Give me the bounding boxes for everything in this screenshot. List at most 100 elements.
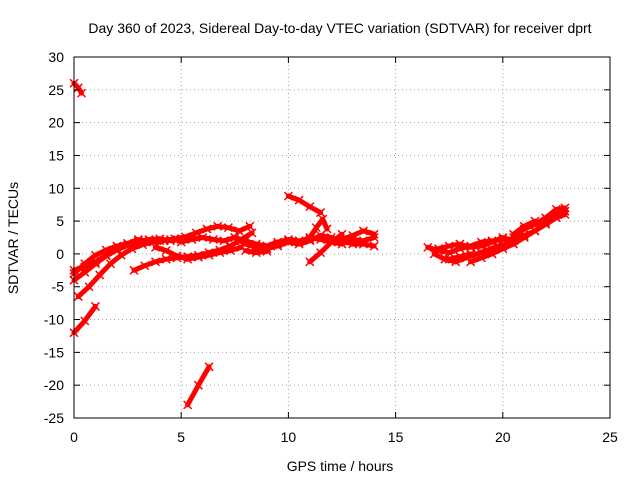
y-axis-label: SDTVAR / TECUs [5, 182, 21, 294]
data-point [560, 206, 570, 216]
series-track-14 [283, 191, 326, 218]
series-track-16 [305, 229, 347, 267]
data-point [498, 232, 508, 243]
y-tick-label: -5 [52, 279, 65, 295]
data-point [487, 245, 497, 255]
data-point [541, 217, 551, 227]
y-tick-label: -10 [44, 312, 64, 328]
series-track-15 [305, 214, 332, 243]
data-point [294, 236, 304, 246]
data-point [476, 248, 486, 258]
plot-frame [73, 56, 611, 419]
data-point [90, 257, 100, 267]
series-track-6 [69, 234, 143, 275]
data-point [466, 257, 476, 267]
data-tracks [69, 78, 570, 410]
data-point [138, 240, 148, 250]
data-point [444, 254, 454, 264]
data-point [348, 231, 358, 241]
series-track-24 [498, 206, 570, 251]
data-point [508, 229, 519, 239]
y-tick-label: -25 [44, 410, 64, 426]
x-tick-label: 15 [388, 429, 404, 445]
data-point [433, 244, 444, 254]
series-track-13 [251, 234, 315, 256]
data-point [369, 241, 379, 251]
data-point [326, 237, 336, 247]
data-point [230, 232, 240, 243]
data-point [305, 257, 315, 267]
x-tick-label: 0 [70, 429, 78, 445]
data-point [90, 301, 100, 311]
y-tick-label: 20 [48, 115, 64, 131]
data-point [116, 250, 126, 260]
y-tick-label: 15 [48, 147, 64, 163]
data-point [455, 239, 465, 249]
data-point [455, 252, 465, 262]
data-point [551, 208, 561, 218]
data-point [348, 239, 358, 249]
data-point [191, 228, 201, 238]
data-point [322, 224, 332, 234]
data-point [172, 251, 182, 261]
y-tick-label: 0 [56, 246, 64, 262]
data-point [161, 254, 171, 264]
series-line [285, 193, 324, 216]
data-point [337, 234, 347, 244]
data-point [519, 221, 529, 231]
data-point [498, 241, 508, 251]
data-point [101, 250, 111, 260]
series-track-17 [337, 226, 379, 244]
data-point [508, 236, 519, 246]
data-point [240, 239, 251, 249]
data-point [225, 246, 236, 256]
data-point [183, 254, 193, 264]
data-point [318, 214, 328, 224]
data-point [95, 270, 105, 280]
data-point [183, 400, 193, 410]
data-point [204, 250, 214, 260]
data-point [73, 83, 83, 93]
data-point [305, 232, 315, 243]
data-point [369, 229, 379, 239]
data-point [316, 248, 326, 258]
data-point [245, 221, 255, 231]
data-point [187, 234, 197, 244]
y-tick-label: 5 [56, 213, 64, 229]
data-point [80, 262, 90, 272]
data-point [305, 202, 315, 212]
series-track-25 [508, 216, 540, 239]
data-point [358, 239, 368, 249]
data-point [202, 224, 212, 234]
data-point [208, 234, 218, 244]
data-point [234, 226, 244, 236]
data-point [140, 261, 150, 271]
data-point [159, 236, 169, 246]
series-line [339, 228, 377, 242]
series-track-7 [73, 221, 255, 302]
y-tick-label: -15 [44, 344, 64, 360]
data-point [193, 380, 203, 390]
data-point [262, 241, 272, 251]
x-tick-label: 20 [495, 429, 511, 445]
data-point [161, 246, 171, 256]
x-axis-label: GPS time / hours [287, 458, 394, 474]
data-point [223, 223, 233, 233]
data-point [316, 208, 326, 218]
data-point [213, 221, 223, 231]
data-point [311, 223, 321, 233]
data-point [129, 265, 139, 275]
data-point [198, 232, 208, 243]
chart-title: Day 360 of 2023, Sidereal Day-to-day VTE… [88, 20, 591, 36]
data-point [251, 246, 261, 256]
series-track-21 [444, 249, 476, 264]
data-point [530, 216, 540, 226]
data-point [273, 237, 283, 247]
grid-lines [74, 57, 610, 418]
data-point [466, 242, 476, 252]
data-point [193, 252, 203, 262]
axis-ticks: -25 -20 -15 -10 -5 0 5 10 15 20 25 30 0 5 10 15 20 25 [44, 49, 618, 445]
series-line [307, 231, 345, 265]
data-point [148, 237, 158, 247]
